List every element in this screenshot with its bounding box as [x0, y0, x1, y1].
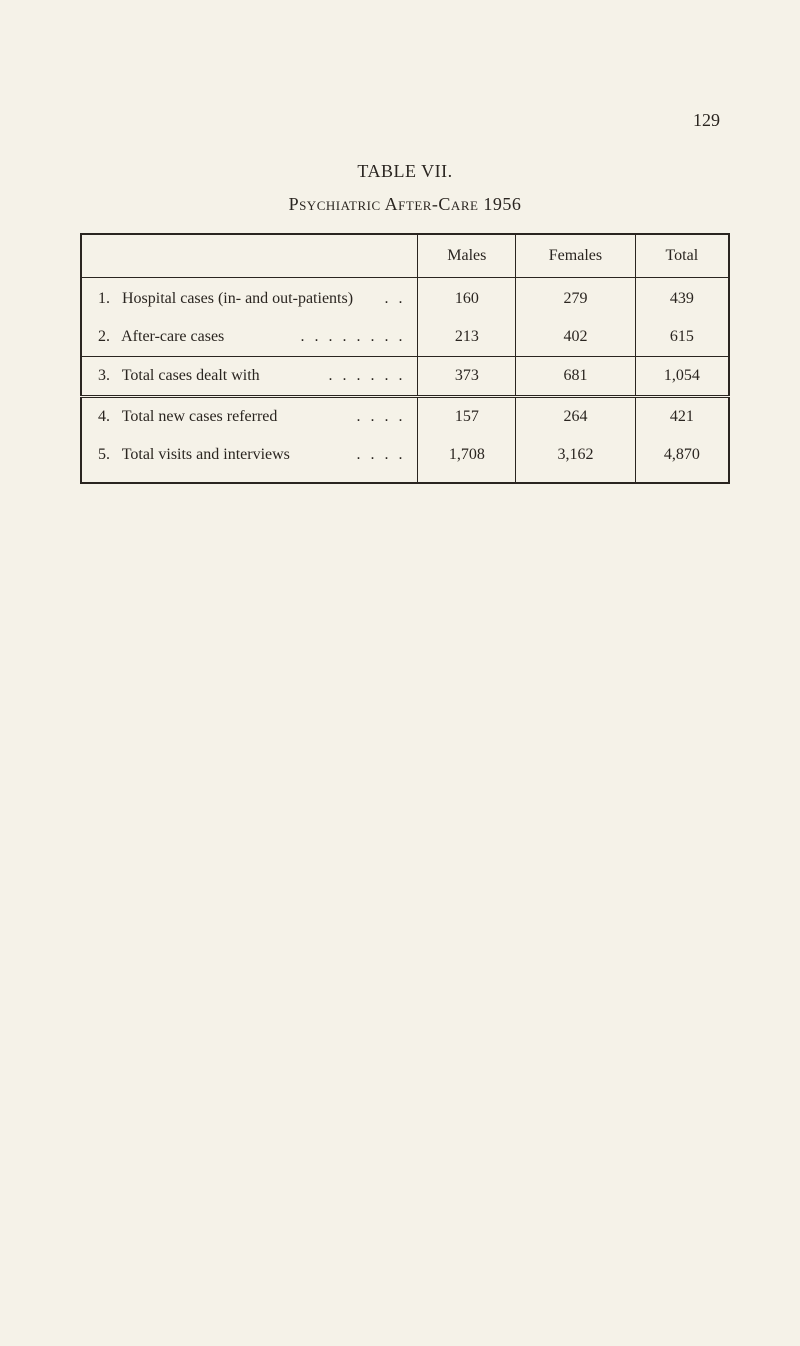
table-row: 2. After-care cases . . . . . . . . 213 …: [81, 318, 729, 357]
cell-females: 681: [516, 357, 635, 397]
document-page: 129 TABLE VII. Psychiatric After-Care 19…: [0, 0, 800, 1346]
header-females: Females: [516, 234, 635, 278]
row-label-cell: 1. Hospital cases (in- and out-patients)…: [81, 278, 418, 319]
cell-total: 615: [635, 318, 729, 357]
cell-females: 279: [516, 278, 635, 319]
row-dots: . .: [384, 290, 405, 308]
cell-total: 4,870: [635, 436, 729, 483]
table-row: 4. Total new cases referred . . . . 157 …: [81, 397, 729, 437]
row-dots: . . . . . . . .: [300, 328, 405, 346]
cell-males: 1,708: [418, 436, 516, 483]
row-label-cell: 4. Total new cases referred . . . .: [81, 397, 418, 437]
row-text: Total new cases referred: [122, 408, 278, 425]
row-text: Hospital cases (in- and out-patients): [122, 290, 353, 307]
row-num: 5.: [98, 446, 118, 464]
row-dots: . . . .: [356, 446, 405, 464]
header-blank: [81, 234, 418, 278]
table-row: 3. Total cases dealt with . . . . . . 37…: [81, 357, 729, 397]
cell-total: 421: [635, 397, 729, 437]
row-text: Total cases dealt with: [122, 367, 260, 384]
cell-females: 402: [516, 318, 635, 357]
table-row: 5. Total visits and interviews . . . . 1…: [81, 436, 729, 483]
row-num: 4.: [98, 408, 118, 426]
cell-females: 264: [516, 397, 635, 437]
row-num: 1.: [98, 290, 118, 308]
table-header-row: Males Females Total: [81, 234, 729, 278]
table-title: Psychiatric After-Care 1956: [80, 194, 730, 215]
row-text: Total visits and interviews: [122, 446, 290, 463]
cell-total: 1,054: [635, 357, 729, 397]
row-text: After-care cases: [121, 328, 224, 345]
cell-males: 213: [418, 318, 516, 357]
after-care-table: Males Females Total 1. Hospital cases (i…: [80, 233, 730, 484]
header-males: Males: [418, 234, 516, 278]
cell-males: 160: [418, 278, 516, 319]
table-row: 1. Hospital cases (in- and out-patients)…: [81, 278, 729, 319]
row-label-cell: 2. After-care cases . . . . . . . .: [81, 318, 418, 357]
cell-males: 373: [418, 357, 516, 397]
row-dots: . . . . . .: [328, 367, 405, 385]
cell-females: 3,162: [516, 436, 635, 483]
row-num: 3.: [98, 367, 118, 385]
page-number: 129: [80, 110, 730, 131]
cell-total: 439: [635, 278, 729, 319]
row-dots: . . . .: [356, 408, 405, 426]
header-total: Total: [635, 234, 729, 278]
row-num: 2.: [98, 328, 118, 346]
row-label-cell: 5. Total visits and interviews . . . .: [81, 436, 418, 483]
table-label: TABLE VII.: [80, 161, 730, 182]
cell-males: 157: [418, 397, 516, 437]
row-label-cell: 3. Total cases dealt with . . . . . .: [81, 357, 418, 397]
